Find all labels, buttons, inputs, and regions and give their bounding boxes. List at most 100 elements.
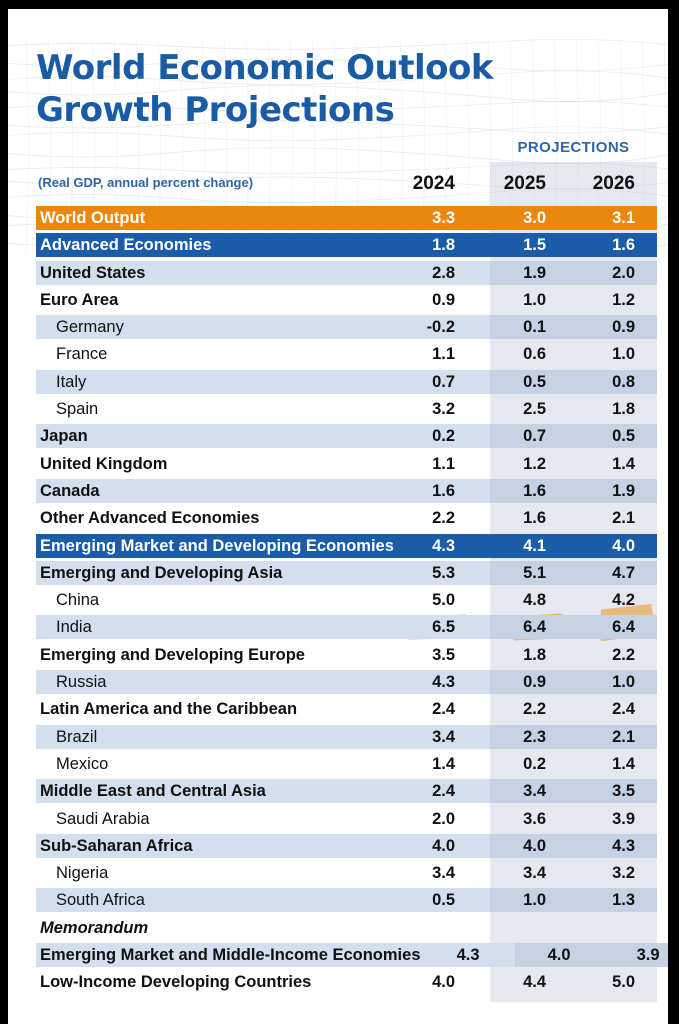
value-cell-2025: 1.6 — [490, 478, 580, 503]
value-cell-2024: 1.1 — [432, 454, 455, 473]
value-cell-2024: 4.0 — [396, 833, 490, 858]
table-row: World Output 3.3 3.0 3.1 — [36, 206, 657, 230]
row-label: Spain — [56, 400, 99, 419]
row-label: Japan — [36, 424, 396, 449]
value-cell-2025: 0.9 — [490, 670, 580, 695]
row-label: Russia — [36, 670, 396, 695]
value-cell-2024: 6.5 — [396, 615, 490, 640]
table-row: South Africa 0.5 1.0 1.3 — [36, 888, 657, 913]
value-cell-2024: 5.3 — [396, 560, 490, 585]
table-row: India 6.5 6.4 6.4 — [36, 615, 657, 639]
value-cell-2025: 3.6 — [523, 809, 546, 828]
row-label: Italy — [36, 369, 396, 394]
value-cell-2026 — [580, 916, 657, 940]
table-row: Spain 3.2 2.5 1.8 — [36, 397, 657, 421]
table-row: Russia 4.3 0.9 1.0 — [36, 670, 657, 695]
table-row: Other Advanced Economies 2.2 1.6 2.1 — [36, 506, 657, 530]
table-row: United States 2.8 1.9 2.0 — [36, 260, 657, 285]
table-caption: (Real GDP, annual percent change) — [38, 175, 254, 190]
table-header-row: (Real GDP, annual percent change) 2024 2… — [0, 172, 679, 196]
value-cell-2024: 1.4 — [432, 754, 455, 773]
value-cell-2026: 6.4 — [580, 615, 657, 640]
value-cell-2026: 1.8 — [612, 400, 635, 419]
value-cell-2024: 1.1 — [432, 345, 455, 364]
row-label: South Africa — [36, 888, 396, 913]
value-cell-2026: 0.8 — [580, 369, 657, 394]
value-cell-2024: 0.7 — [396, 369, 490, 394]
value-cell-2024: 4.3 — [432, 536, 455, 555]
row-label: Mexico — [56, 754, 109, 773]
value-cell-2024: 3.5 — [432, 645, 455, 664]
table-row: Middle East and Central Asia 2.4 3.4 3.5 — [36, 779, 657, 804]
right-bezel — [668, 0, 679, 1024]
row-label: Emerging Market and Developing Economies — [40, 536, 394, 555]
value-cell-2025: 5.1 — [490, 560, 580, 585]
table-row: Italy 0.7 0.5 0.8 — [36, 369, 657, 394]
value-cell-2025: 4.0 — [490, 833, 580, 858]
value-cell-2024: -0.2 — [396, 315, 490, 340]
value-cell-2025: 0.6 — [523, 345, 546, 364]
row-label: Saudi Arabia — [56, 809, 150, 828]
value-cell-2025: 3.0 — [523, 209, 546, 227]
value-cell-2026: 4.2 — [612, 591, 635, 610]
row-label: Emerging and Developing Asia — [36, 560, 396, 585]
value-cell-2026: 4.7 — [580, 560, 657, 585]
table-row: United Kingdom 1.1 1.2 1.4 — [36, 452, 657, 476]
table-row: France 1.1 0.6 1.0 — [36, 342, 657, 366]
value-cell-2024: 0.5 — [396, 888, 490, 913]
value-cell-2026: 3.9 — [604, 943, 679, 968]
value-cell-2024: 2.2 — [432, 509, 455, 528]
value-cell-2025: 1.8 — [523, 645, 546, 664]
table-row: Saudi Arabia 2.0 3.6 3.9 — [36, 807, 657, 831]
value-cell-2025: 1.0 — [490, 888, 580, 913]
value-cell-2025: 0.5 — [490, 369, 580, 394]
row-label: Emerging and Developing Europe — [40, 645, 305, 664]
value-cell-2026: 1.4 — [612, 454, 635, 473]
table-row: Mexico 1.4 0.2 1.4 — [36, 752, 657, 776]
value-cell-2025: 4.1 — [523, 536, 546, 555]
value-cell-2026: 0.5 — [580, 424, 657, 449]
value-cell-2024: 4.3 — [396, 670, 490, 695]
table-row: Canada 1.6 1.6 1.9 — [36, 478, 657, 503]
value-cell-2024: 2.4 — [396, 779, 490, 804]
value-cell-2026: 1.6 — [612, 236, 635, 255]
value-cell-2025: 0.1 — [490, 315, 580, 340]
value-cell-2026: 4.3 — [580, 833, 657, 858]
value-cell-2025: 4.0 — [514, 943, 605, 968]
row-label: Latin America and the Caribbean — [40, 700, 298, 719]
table-row: Emerging Market and Middle-Income Econom… — [36, 943, 679, 968]
row-label: Canada — [36, 478, 396, 503]
table-row: Advanced Economies 1.8 1.5 1.6 — [36, 233, 657, 258]
title-line-1: World Economic Outlook — [36, 47, 493, 88]
value-cell-2026: 1.4 — [612, 754, 635, 773]
value-cell-2025: 2.5 — [523, 400, 546, 419]
value-cell-2026: 3.1 — [612, 209, 635, 227]
value-cell-2025: 4.8 — [523, 591, 546, 610]
row-label: Nigeria — [56, 864, 109, 883]
value-cell-2024: 3.2 — [432, 400, 455, 419]
row-label: Germany — [36, 315, 396, 340]
value-cell-2026: 1.2 — [612, 290, 635, 309]
row-label: Advanced Economies — [40, 236, 212, 255]
row-label: Low-Income Developing Countries — [40, 973, 312, 992]
value-cell-2026: 1.3 — [580, 888, 657, 913]
value-cell-2026: 3.2 — [612, 864, 635, 883]
value-cell-2025 — [490, 916, 580, 940]
value-cell-2024 — [396, 916, 490, 940]
row-label: Other Advanced Economies — [40, 509, 260, 528]
value-cell-2024: 2.4 — [432, 700, 455, 719]
value-cell-2026: 1.0 — [612, 345, 635, 364]
value-cell-2026: 1.9 — [580, 478, 657, 503]
value-cell-2025: 4.4 — [523, 973, 546, 992]
value-cell-2024: 4.3 — [420, 943, 515, 968]
page-title: World Economic Outlook Growth Projection… — [36, 47, 493, 131]
row-label: World Output — [40, 209, 146, 227]
row-label: Memorandum — [40, 918, 149, 937]
value-cell-2026: 3.5 — [580, 779, 657, 804]
value-cell-2024: 5.0 — [432, 591, 455, 610]
value-cell-2025: 0.2 — [523, 754, 546, 773]
value-cell-2026: 0.9 — [580, 315, 657, 340]
value-cell-2026: 2.4 — [612, 700, 635, 719]
value-cell-2024: 0.9 — [432, 290, 455, 309]
table-row: Emerging Market and Developing Economies… — [36, 533, 657, 558]
